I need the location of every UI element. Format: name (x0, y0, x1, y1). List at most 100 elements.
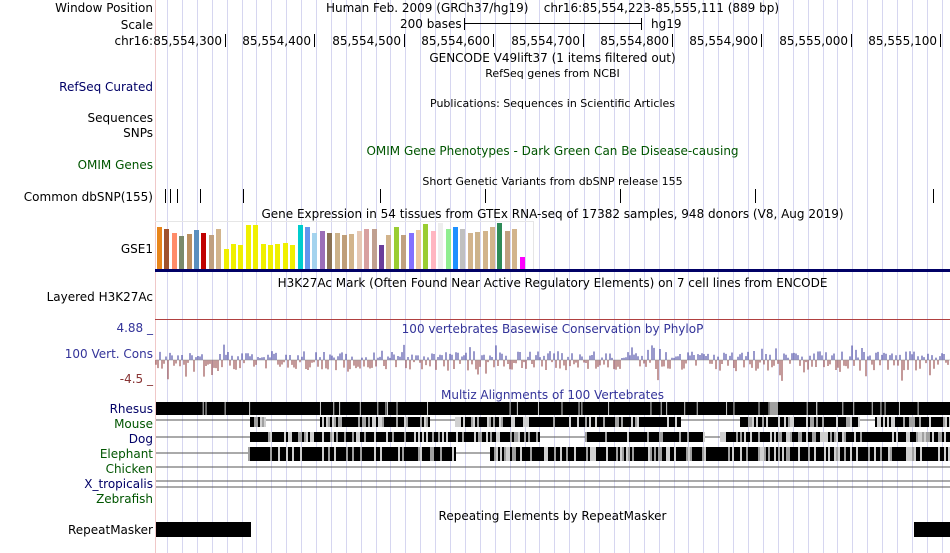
h3k27ac-track-title[interactable]: H3K27Ac Mark (Often Found Near Active Re… (277, 276, 828, 290)
multiz-species-label[interactable]: Elephant (99, 447, 153, 461)
gtex-tissue-bar[interactable] (179, 236, 185, 269)
gtex-tissue-bar[interactable] (208, 235, 214, 269)
mouse-block (382, 417, 384, 427)
gtex-tissue-bar[interactable] (401, 235, 407, 269)
elephant-block (326, 447, 328, 461)
multiz-species-label[interactable]: X_tropicalis (84, 477, 153, 491)
gtex-tissue-bar[interactable] (231, 244, 236, 269)
repeatmasker-track-label[interactable]: RepeatMasker (67, 523, 153, 537)
gtex-tissue-bar[interactable] (497, 223, 503, 269)
gtex-tissue-bar[interactable] (490, 227, 495, 269)
dbsnp-track-title[interactable]: Short Genetic Variants from dbSNP releas… (422, 175, 683, 188)
gtex-tissue-bar[interactable] (445, 229, 451, 269)
elephant-block (894, 447, 896, 461)
gtex-gene-model[interactable] (155, 269, 950, 272)
gtex-tissue-bar[interactable] (245, 225, 251, 269)
gtex-gene-label[interactable]: GSE1 (120, 242, 153, 256)
gtex-tissue-bar[interactable] (305, 227, 310, 269)
dog-block (683, 432, 685, 442)
snp-variant[interactable] (165, 189, 166, 203)
snp-variant[interactable] (933, 189, 934, 203)
gtex-tissue-bar[interactable] (356, 231, 362, 269)
gtex-tissue-bar[interactable] (349, 234, 355, 269)
gtex-tissue-bar[interactable] (327, 233, 333, 269)
gtex-tissue-bar[interactable] (186, 234, 192, 269)
gtex-tissue-bar[interactable] (201, 233, 207, 269)
dog-block (732, 432, 734, 442)
gencode-track-title[interactable]: GENCODE V49lift37 (1 items filtered out) (429, 51, 676, 65)
gtex-tissue-bar[interactable] (482, 231, 488, 269)
gtex-tissue-bar[interactable] (430, 231, 436, 269)
dbsnp-track-label[interactable]: Common dbSNP(155) (23, 190, 153, 204)
gtex-tissue-bar[interactable] (194, 230, 199, 269)
publications-track-title[interactable]: Publications: Sequences in Scientific Ar… (430, 97, 675, 110)
h3k27ac-track-label[interactable]: Layered H3K27Ac (46, 290, 153, 304)
gtex-tissue-bar[interactable] (238, 245, 244, 269)
gtex-tissue-bar[interactable] (223, 249, 229, 269)
multiz-track-title[interactable]: Multiz Alignments of 100 Vertebrates (440, 388, 665, 402)
gtex-tissue-bar[interactable] (416, 230, 421, 269)
gtex-tissue-bar[interactable] (467, 233, 473, 269)
snp-variant[interactable] (620, 189, 621, 203)
gtex-tissue-bar[interactable] (260, 244, 266, 269)
snp-variant[interactable] (380, 189, 381, 203)
multiz-species-label[interactable]: Dog (128, 432, 153, 446)
gtex-tissue-bar[interactable] (386, 235, 392, 269)
gtex-tissue-bar[interactable] (297, 225, 303, 269)
gtex-tissue-bar[interactable] (438, 223, 444, 269)
snp-variant[interactable] (170, 189, 171, 203)
snp-variant[interactable] (200, 189, 201, 203)
gtex-tissue-bar[interactable] (171, 233, 177, 269)
gtex-tissue-bar[interactable] (475, 232, 481, 269)
repeat-element-right[interactable] (914, 522, 950, 537)
gtex-tissue-bar[interactable] (519, 257, 525, 269)
multiz-species-label[interactable]: Zebrafish (96, 492, 153, 506)
omim-track-label[interactable]: OMIM Genes (77, 158, 153, 172)
phylop-track-label[interactable]: 100 Vert. Cons (64, 347, 153, 361)
gtex-tissue-bar[interactable] (453, 227, 458, 269)
gtex-tissue-bar[interactable] (393, 227, 399, 269)
gtex-tissue-bar[interactable] (512, 229, 518, 269)
gtex-tissue-bar[interactable] (275, 244, 281, 269)
snp-variant[interactable] (177, 189, 178, 203)
dog-block (665, 432, 667, 442)
multiz-species-label[interactable]: Mouse (114, 417, 153, 431)
gtex-tissue-bar[interactable] (460, 229, 466, 269)
gtex-tissue-bar[interactable] (423, 224, 429, 269)
gtex-tissue-bar[interactable] (282, 243, 288, 269)
refseq-track-label[interactable]: RefSeq Curated (59, 80, 153, 94)
dog-block (338, 432, 340, 442)
gtex-tissue-bar[interactable] (334, 233, 340, 269)
gtex-tissue-bar[interactable] (371, 229, 377, 269)
gtex-tissue-bar[interactable] (157, 227, 162, 269)
snp-variant[interactable] (243, 189, 244, 203)
snp-variant[interactable] (485, 189, 486, 203)
refseq-track-title[interactable]: RefSeq genes from NCBI (485, 67, 620, 80)
snp-variant[interactable] (755, 189, 756, 203)
multiz-species-label[interactable]: Rhesus (109, 402, 153, 416)
gtex-tissue-bar[interactable] (504, 231, 510, 269)
omim-track-title[interactable]: OMIM Gene Phenotypes - Dark Green Can Be… (366, 144, 739, 158)
gtex-tissue-bar[interactable] (268, 245, 273, 269)
gtex-tissue-bar[interactable] (216, 229, 222, 269)
gtex-tissue-bar[interactable] (319, 231, 325, 269)
gtex-tissue-bar[interactable] (379, 245, 384, 269)
repeat-element-left[interactable] (156, 522, 251, 537)
sequences-track-label[interactable]: Sequences (87, 111, 153, 125)
repeatmasker-track-title[interactable]: Repeating Elements by RepeatMasker (438, 509, 667, 523)
gtex-tissue-bar[interactable] (253, 225, 259, 269)
gtex-tissue-bar[interactable] (342, 235, 347, 269)
phylop-track-title[interactable]: 100 vertebrates Basewise Conservation by… (401, 322, 704, 336)
gtex-tissue-bar[interactable] (364, 229, 370, 269)
grid-line (912, 0, 913, 553)
multiz-species-label[interactable]: Chicken (105, 462, 153, 476)
gtex-tissue-bar[interactable] (312, 233, 318, 269)
gtex-tissue-bar[interactable] (408, 233, 414, 269)
gtex-tissue-bar[interactable] (290, 245, 296, 269)
snps-track-label[interactable]: SNPs (123, 126, 153, 140)
gtex-track-title[interactable]: Gene Expression in 54 tissues from GTEx … (261, 207, 844, 221)
gtex-tissue-bar[interactable] (164, 229, 170, 269)
elephant-block (760, 447, 762, 461)
